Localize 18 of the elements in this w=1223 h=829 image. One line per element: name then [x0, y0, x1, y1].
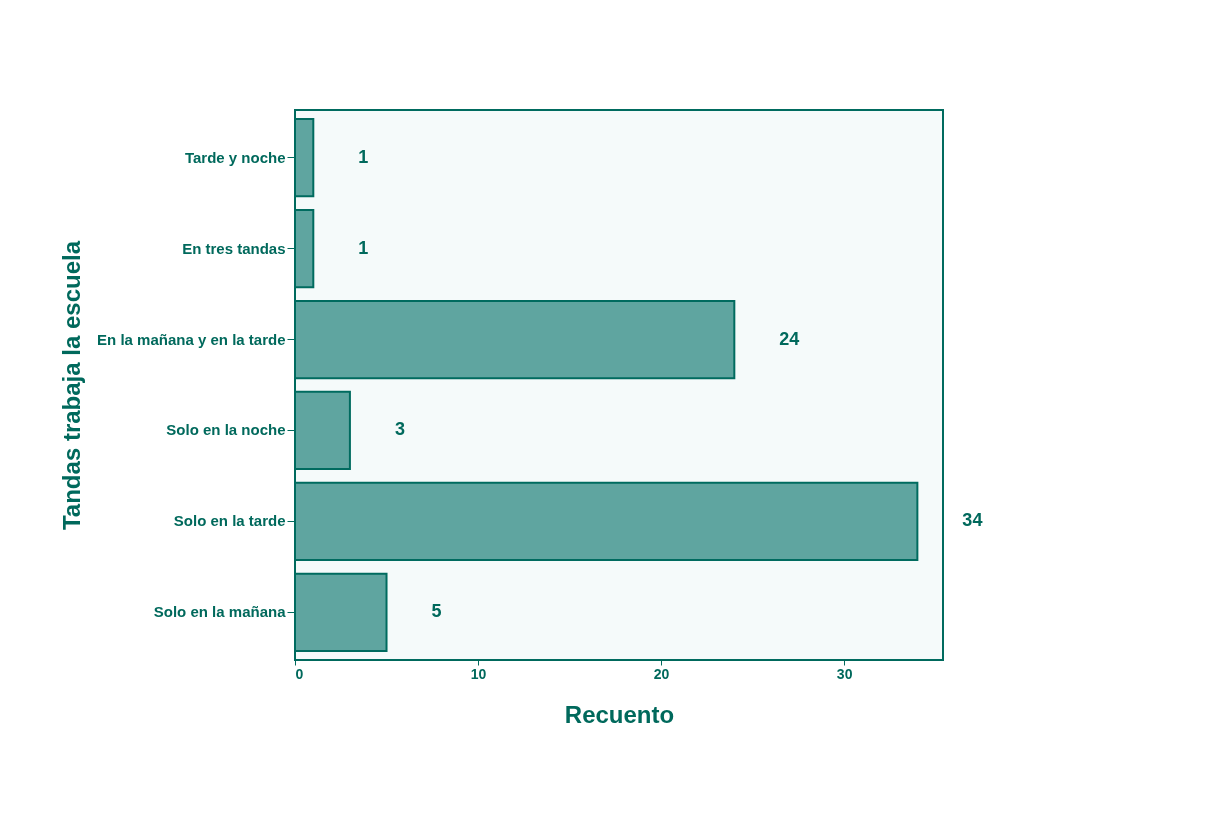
- data-label: 1: [358, 237, 369, 258]
- y-tick-label: En tres tandas: [182, 239, 286, 257]
- x-axis-title: Recuento: [564, 700, 675, 728]
- y-tick-label: Solo en la noche: [166, 421, 286, 439]
- x-tick-label: 20: [653, 665, 670, 682]
- y-tick-label: Solo en la mañana: [153, 603, 287, 621]
- x-tick-label: 10: [470, 665, 487, 682]
- data-label: 24: [779, 328, 800, 349]
- data-label: 34: [962, 510, 983, 531]
- y-axis-title: Tandas trabaja la escuela: [58, 240, 86, 531]
- data-label: 3: [394, 419, 405, 440]
- y-tick-label: En la mañana y en la tarde: [97, 330, 286, 348]
- x-tick-label: 30: [836, 665, 853, 682]
- y-tick-label: Tarde y noche: [184, 148, 286, 166]
- y-tick-label: Solo en la tarde: [173, 512, 286, 530]
- x-tick-label: 0: [295, 665, 304, 682]
- data-label: 5: [431, 601, 442, 622]
- data-label: 1: [358, 146, 369, 167]
